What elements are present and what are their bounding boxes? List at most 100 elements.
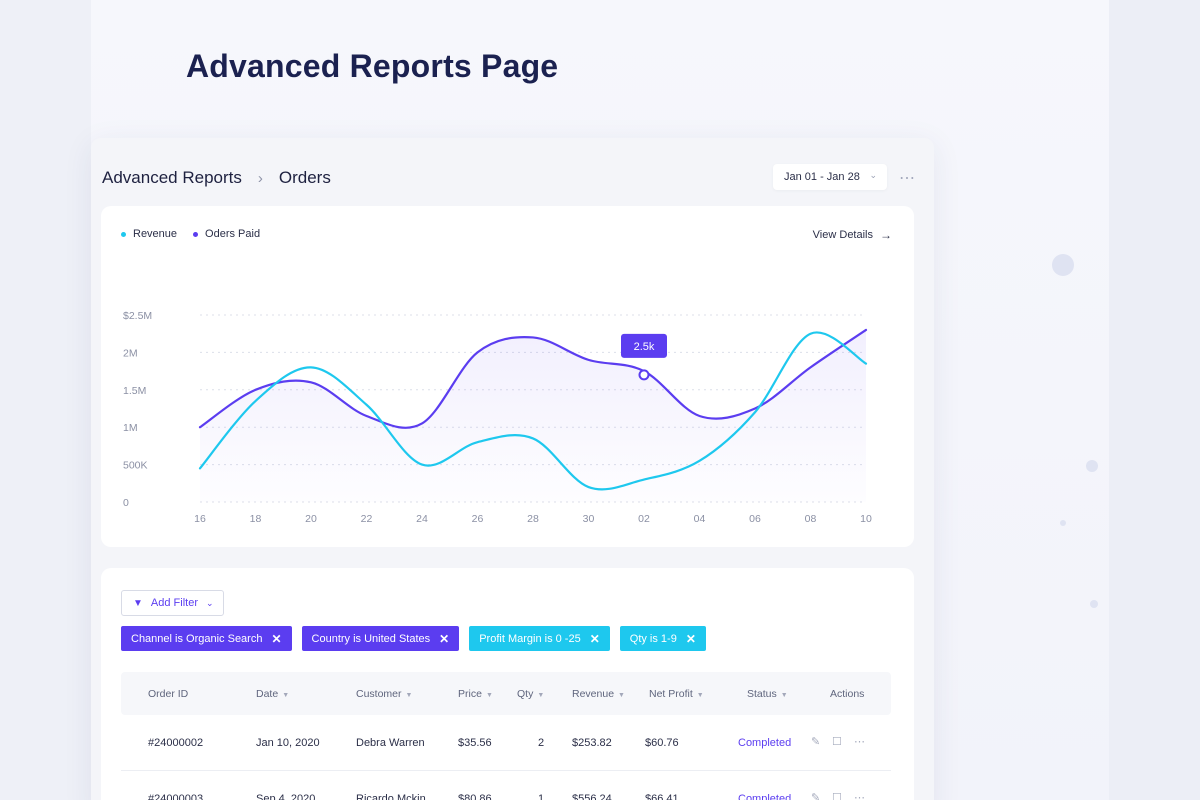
cell-revenue: $253.82 bbox=[572, 737, 612, 749]
column-header[interactable]: Date ▼ bbox=[256, 688, 289, 700]
x-tick-label: 08 bbox=[805, 513, 817, 525]
table-row[interactable]: #24000003 Sep 4, 2020 Ricardo Mckin $80.86 1… bbox=[121, 771, 891, 800]
series-line-revenue bbox=[198, 331, 868, 491]
trash-icon[interactable]: ☐ bbox=[832, 792, 842, 800]
decor-dot bbox=[1052, 254, 1074, 276]
cell-status: Completed bbox=[738, 737, 792, 749]
filter-icon: ▼ bbox=[133, 597, 143, 609]
column-header[interactable]: Revenue ▼ bbox=[572, 688, 625, 700]
tooltip-label: 2.5k bbox=[634, 341, 655, 353]
x-tick-label: 04 bbox=[694, 513, 706, 525]
y-tick-label: 2M bbox=[123, 347, 138, 359]
cell-order-id: #24000003 bbox=[148, 793, 204, 800]
filter-chip-label: Channel is Organic Search bbox=[131, 632, 263, 645]
data-point-marker bbox=[638, 369, 650, 381]
column-header: Order ID bbox=[148, 688, 188, 700]
x-tick-label: 20 bbox=[305, 513, 317, 525]
y-tick-label: 0 bbox=[123, 497, 129, 509]
column-header[interactable]: Customer ▼ bbox=[356, 688, 412, 700]
column-header[interactable]: Status ▼ bbox=[747, 688, 788, 700]
close-icon[interactable]: ✕ bbox=[685, 631, 696, 646]
more-options-icon[interactable]: ⋯ bbox=[899, 170, 916, 187]
sort-icon: ▼ bbox=[618, 692, 625, 699]
breadcrumb-root[interactable]: Advanced Reports bbox=[102, 168, 242, 187]
reports-panel: Advanced Reports › Orders Jan 01 - Jan 2… bbox=[91, 138, 934, 800]
x-tick-label: 10 bbox=[860, 513, 872, 525]
cell-revenue: $556.24 bbox=[572, 793, 612, 800]
table-row[interactable]: #24000002 Jan 10, 2020 Debra Warren $35.56 2… bbox=[121, 715, 891, 771]
series-line-orders-paid bbox=[198, 328, 868, 429]
filter-chip-label: Qty is 1-9 bbox=[629, 632, 677, 645]
sort-icon: ▼ bbox=[405, 692, 413, 699]
legend-item-revenue[interactable]: Revenue bbox=[121, 228, 177, 240]
column-header-label: Price bbox=[458, 688, 482, 700]
edit-icon[interactable]: ✎ bbox=[811, 792, 821, 800]
decor-dot bbox=[1060, 520, 1066, 526]
x-tick-label: 28 bbox=[527, 513, 539, 525]
y-tick-label: 500K bbox=[123, 460, 148, 472]
cell-date: Jan 10, 2020 bbox=[256, 737, 320, 749]
cell-net-profit: $66.41 bbox=[645, 793, 679, 800]
orders-table-card: ▼ Add Filter ⌄ Channel is Organic Search… bbox=[101, 568, 914, 800]
cell-net-profit: $60.76 bbox=[645, 737, 679, 749]
more-icon[interactable]: ⋯ bbox=[854, 792, 865, 800]
arrow-right-icon: → bbox=[880, 228, 892, 242]
cell-price: $80.86 bbox=[458, 793, 492, 800]
decor-dot bbox=[1090, 600, 1098, 608]
cell-price: $35.56 bbox=[458, 737, 492, 749]
trash-icon[interactable]: ☐ bbox=[832, 736, 842, 748]
chart-card: Revenue Oders Paid View Details → 0 500K 1… bbox=[101, 206, 914, 547]
add-filter-button[interactable]: ▼ Add Filter ⌄ bbox=[121, 590, 224, 616]
column-header-label: Revenue bbox=[572, 688, 615, 700]
chevron-down-icon: ⌄ bbox=[869, 170, 877, 180]
sort-icon: ▼ bbox=[780, 692, 788, 699]
view-details-link[interactable]: View Details → bbox=[813, 228, 892, 242]
date-range-picker[interactable]: Jan 01 - Jan 28 ⌄ bbox=[773, 164, 887, 190]
column-header-label: Actions bbox=[830, 688, 865, 700]
add-filter-label: Add Filter bbox=[150, 597, 198, 609]
cell-qty: 2 bbox=[538, 737, 545, 749]
close-icon[interactable]: ✕ bbox=[589, 631, 600, 646]
cell-status: Completed bbox=[738, 793, 792, 800]
sort-icon: ▼ bbox=[282, 692, 290, 699]
legend-item-orders-paid[interactable]: Oders Paid bbox=[193, 228, 260, 240]
legend-swatch bbox=[121, 231, 126, 237]
more-icon[interactable]: ⋯ bbox=[854, 736, 865, 748]
y-tick-label: $2.5M bbox=[123, 310, 152, 322]
tooltip-box bbox=[621, 333, 667, 358]
x-tick-label: 26 bbox=[472, 513, 484, 525]
chevron-right-icon: › bbox=[257, 169, 263, 187]
cell-qty: 1 bbox=[538, 793, 545, 800]
column-header-label: Order ID bbox=[148, 688, 189, 700]
cell-customer: Debra Warren bbox=[356, 737, 425, 749]
column-header: Actions bbox=[830, 688, 864, 700]
y-tick-label: 1M bbox=[123, 422, 138, 434]
table-header: Order ID Date ▼ Customer ▼ Price ▼ Qty ▼ Revenue ▼… bbox=[121, 672, 891, 715]
filter-chip-label: Profit Margin is 0 -25 bbox=[479, 632, 581, 645]
view-details-label: View Details bbox=[812, 229, 873, 241]
column-header[interactable]: Qty ▼ bbox=[517, 688, 544, 700]
filter-chip[interactable]: Qty is 1-9 ✕ bbox=[619, 626, 706, 651]
close-icon[interactable]: ✕ bbox=[439, 631, 450, 646]
sort-icon: ▼ bbox=[485, 692, 493, 699]
filter-chip[interactable]: Channel is Organic Search ✕ bbox=[121, 626, 292, 651]
x-tick-label: 02 bbox=[638, 513, 650, 525]
edit-icon[interactable]: ✎ bbox=[811, 736, 821, 748]
column-header-label: Date bbox=[256, 688, 279, 700]
column-header[interactable]: Price ▼ bbox=[458, 688, 493, 700]
sort-icon: ▼ bbox=[537, 692, 545, 699]
filter-chip[interactable]: Profit Margin is 0 -25 ✕ bbox=[469, 626, 610, 651]
cell-customer: Ricardo Mckin bbox=[356, 793, 426, 800]
filter-chip[interactable]: Country is United States ✕ bbox=[301, 626, 460, 651]
column-header-label: Qty bbox=[517, 688, 534, 700]
column-header-label: Net Profit bbox=[649, 688, 693, 700]
legend-swatch bbox=[193, 231, 199, 237]
line-chart: 0 500K 1M 1.5M 2M $2.5M 16 18 20 22 24 26 28 30 02 04 06… bbox=[123, 310, 872, 525]
close-icon[interactable]: ✕ bbox=[271, 631, 282, 646]
filter-chips: Channel is Organic Search ✕ Country is Uni… bbox=[121, 626, 716, 651]
breadcrumb-current: Orders bbox=[278, 168, 331, 187]
column-header[interactable]: Net Profit ▼ bbox=[649, 688, 704, 700]
x-tick-label: 22 bbox=[361, 513, 373, 525]
series-area-orders-paid bbox=[200, 329, 866, 502]
x-tick-label: 24 bbox=[416, 513, 428, 525]
